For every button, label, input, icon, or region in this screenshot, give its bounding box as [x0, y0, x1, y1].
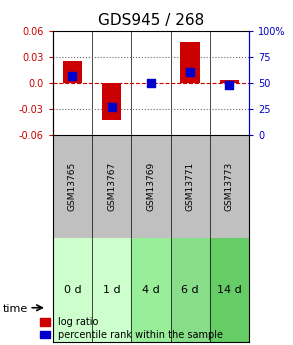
Bar: [131, 238, 171, 342]
Point: [188, 70, 193, 75]
Bar: [63, 61, 82, 83]
Bar: [210, 238, 249, 342]
Point: [70, 73, 75, 78]
Text: time: time: [3, 304, 28, 314]
Text: GSM13773: GSM13773: [225, 162, 234, 211]
Bar: [171, 238, 210, 342]
Bar: [131, 135, 171, 238]
Bar: [92, 238, 131, 342]
Point: [227, 82, 232, 88]
Text: GSM13767: GSM13767: [107, 162, 116, 211]
Bar: [102, 83, 121, 120]
Text: 14 d: 14 d: [217, 285, 242, 295]
Text: 4 d: 4 d: [142, 285, 160, 295]
Bar: [92, 135, 131, 238]
Bar: [220, 80, 239, 83]
Bar: [53, 135, 92, 238]
Title: GDS945 / 268: GDS945 / 268: [98, 13, 204, 29]
Point: [109, 104, 114, 109]
Bar: [171, 135, 210, 238]
Legend: log ratio, percentile rank within the sample: log ratio, percentile rank within the sa…: [40, 317, 222, 340]
Bar: [53, 238, 92, 342]
Bar: [210, 135, 249, 238]
Text: 6 d: 6 d: [181, 285, 199, 295]
Text: GSM13769: GSM13769: [146, 162, 155, 211]
Text: GSM13771: GSM13771: [186, 162, 195, 211]
Text: GSM13765: GSM13765: [68, 162, 77, 211]
Text: 1 d: 1 d: [103, 285, 120, 295]
Point: [149, 80, 153, 86]
Bar: [180, 42, 200, 83]
Text: 0 d: 0 d: [64, 285, 81, 295]
